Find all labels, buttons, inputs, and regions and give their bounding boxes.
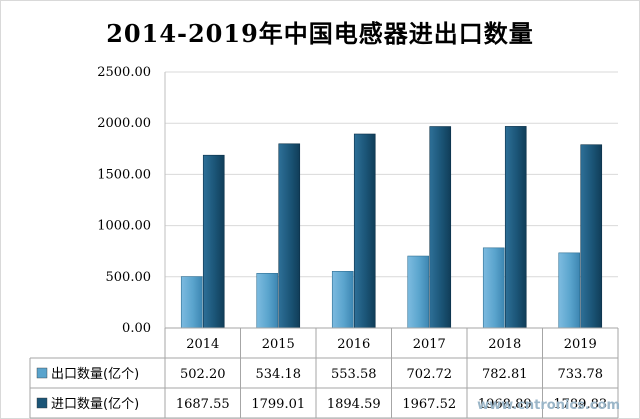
data-label: 1687.55	[176, 397, 230, 412]
bar-import-2014	[202, 154, 225, 329]
x-tick-label: 2017	[413, 337, 446, 352]
bar-export-2019	[558, 252, 581, 329]
bar-export-2015	[256, 272, 279, 329]
bar-import-2018	[504, 126, 527, 329]
data-label: 1967.52	[402, 397, 456, 412]
bar-import-2016	[353, 133, 376, 329]
data-label: 1799.01	[251, 397, 305, 412]
bar-export-2016	[331, 271, 354, 329]
bar-import-2015	[278, 143, 301, 329]
bar-import-2019	[580, 144, 603, 329]
bar-export-2017	[407, 255, 430, 329]
y-tick-label: 500.00	[106, 270, 152, 285]
data-label: 782.81	[482, 367, 528, 382]
data-label: 553.58	[331, 367, 377, 382]
x-tick-label: 2015	[262, 337, 295, 352]
x-tick-label: 2018	[488, 337, 521, 352]
legend-key	[36, 397, 48, 409]
y-tick-label: 2000.00	[97, 116, 151, 131]
bar-import-2017	[429, 126, 452, 329]
legend-key	[36, 367, 48, 379]
legend-label: 进口数量(亿个)	[51, 397, 139, 412]
data-label: 1894.59	[327, 397, 381, 412]
y-tick-label: 1500.00	[97, 167, 151, 182]
x-tick-label: 2016	[337, 337, 370, 352]
data-label: 1968.89	[478, 397, 532, 412]
data-label: 1789.83	[553, 397, 607, 412]
chart-title: 2014-2019年中国电感器进出口数量	[106, 19, 534, 48]
x-tick-label: 2019	[564, 337, 597, 352]
y-tick-label: 0.00	[122, 321, 151, 336]
bar-export-2014	[180, 276, 203, 329]
data-label: 534.18	[256, 367, 302, 382]
legend-label: 出口数量(亿个)	[51, 367, 139, 382]
y-tick-label: 2500.00	[97, 65, 151, 80]
bar-export-2018	[482, 247, 505, 329]
data-label: 702.72	[407, 367, 453, 382]
y-tick-label: 1000.00	[97, 219, 151, 234]
data-label: 502.20	[180, 367, 226, 382]
x-tick-label: 2014	[186, 337, 219, 352]
watermark: www.cntronics.com	[477, 398, 620, 413]
data-label: 733.78	[558, 367, 604, 382]
